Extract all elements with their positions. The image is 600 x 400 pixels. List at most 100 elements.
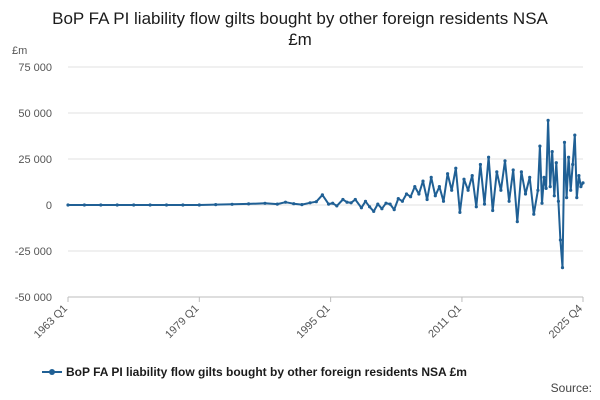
data-point <box>575 196 579 200</box>
data-point <box>376 202 380 206</box>
data-point <box>558 238 563 242</box>
data-point <box>573 133 577 137</box>
data-point <box>515 220 519 224</box>
data-point <box>569 188 573 192</box>
data-point <box>275 202 279 206</box>
data-point <box>554 161 558 165</box>
data-point <box>400 199 404 203</box>
data-point <box>372 209 376 213</box>
data-point <box>542 175 546 179</box>
data-point <box>470 174 474 178</box>
data-point <box>320 193 324 197</box>
data-point <box>581 181 585 185</box>
data-point <box>429 175 433 179</box>
data-point <box>335 204 339 208</box>
data-point <box>197 203 201 207</box>
legend: BoP FA PI liability flow gilts bought by… <box>42 365 467 379</box>
data-point <box>565 196 569 200</box>
y-tick-label: 25 000 <box>18 154 52 166</box>
data-point <box>421 179 425 183</box>
data-point <box>413 185 417 189</box>
data-point <box>519 170 524 174</box>
data-point <box>380 207 384 211</box>
y-tick-label: 75 000 <box>18 62 52 74</box>
data-point <box>433 194 437 198</box>
data-point <box>230 202 234 206</box>
data-point <box>409 195 413 199</box>
x-tick-label: 1963 Q1 <box>32 303 70 341</box>
y-tick-label: 0 <box>46 200 52 212</box>
data-point <box>392 208 396 212</box>
data-point <box>478 162 482 167</box>
data-point <box>359 206 363 210</box>
data-point <box>550 150 554 154</box>
data-point <box>327 202 331 206</box>
data-point <box>300 203 304 207</box>
data-point <box>567 155 571 159</box>
data-point <box>499 188 503 192</box>
y-tick-label: 50 000 <box>18 108 52 120</box>
data-point <box>181 203 185 207</box>
data-point <box>462 177 466 181</box>
y-tick-label: -50 000 <box>15 292 52 304</box>
data-point <box>82 203 86 207</box>
data-point <box>571 162 575 167</box>
data-point <box>450 188 454 192</box>
data-point <box>437 185 441 189</box>
data-point <box>546 118 550 122</box>
data-point <box>523 192 528 196</box>
data-point <box>495 170 499 174</box>
data-point <box>487 155 491 159</box>
data-point <box>540 201 544 205</box>
data-point <box>308 201 312 205</box>
legend-swatch <box>42 368 62 376</box>
y-tick-label: -25 000 <box>15 246 52 258</box>
x-tick-label: 2025 Q4 <box>547 303 585 341</box>
data-point <box>528 175 532 179</box>
data-point <box>458 210 462 214</box>
data-point <box>544 186 548 190</box>
data-point <box>148 203 152 207</box>
data-point <box>511 168 515 172</box>
axis-layer: -50 000 -25 000 0 25 000 50 000 75 000 1963 Q1… <box>15 62 585 341</box>
data-point <box>345 200 349 204</box>
data-point <box>441 199 446 203</box>
data-point <box>388 202 392 206</box>
series-line <box>67 119 584 269</box>
data-point <box>562 140 567 144</box>
data-point <box>503 159 507 163</box>
data-point <box>396 197 400 201</box>
data-point <box>368 205 372 209</box>
data-point <box>132 203 136 207</box>
data-point <box>552 194 556 198</box>
data-point <box>548 185 552 189</box>
x-tick-label: 1979 Q1 <box>163 303 201 341</box>
grid-layer <box>68 66 583 252</box>
data-point <box>404 192 409 196</box>
data-point <box>446 172 450 176</box>
data-point <box>349 201 353 205</box>
data-point <box>454 166 458 170</box>
data-point <box>292 202 296 206</box>
y-axis-unit-label: £m <box>12 45 28 57</box>
data-point <box>353 197 357 202</box>
data-point <box>560 266 565 270</box>
data-point <box>314 200 318 204</box>
legend-label: BoP FA PI liability flow gilts bought by… <box>66 365 467 379</box>
data-point <box>384 201 388 205</box>
series-layer <box>66 118 585 270</box>
data-point <box>536 188 540 192</box>
data-point <box>263 201 267 205</box>
data-point <box>164 203 169 207</box>
data-point <box>66 203 70 207</box>
data-point <box>538 144 542 148</box>
data-point <box>577 174 581 178</box>
data-point <box>474 205 478 209</box>
data-point <box>341 197 345 202</box>
data-point <box>99 203 103 207</box>
data-point <box>466 188 470 192</box>
data-point <box>331 201 335 205</box>
x-tick-label: 1995 Q1 <box>294 303 332 341</box>
data-point <box>214 203 218 207</box>
